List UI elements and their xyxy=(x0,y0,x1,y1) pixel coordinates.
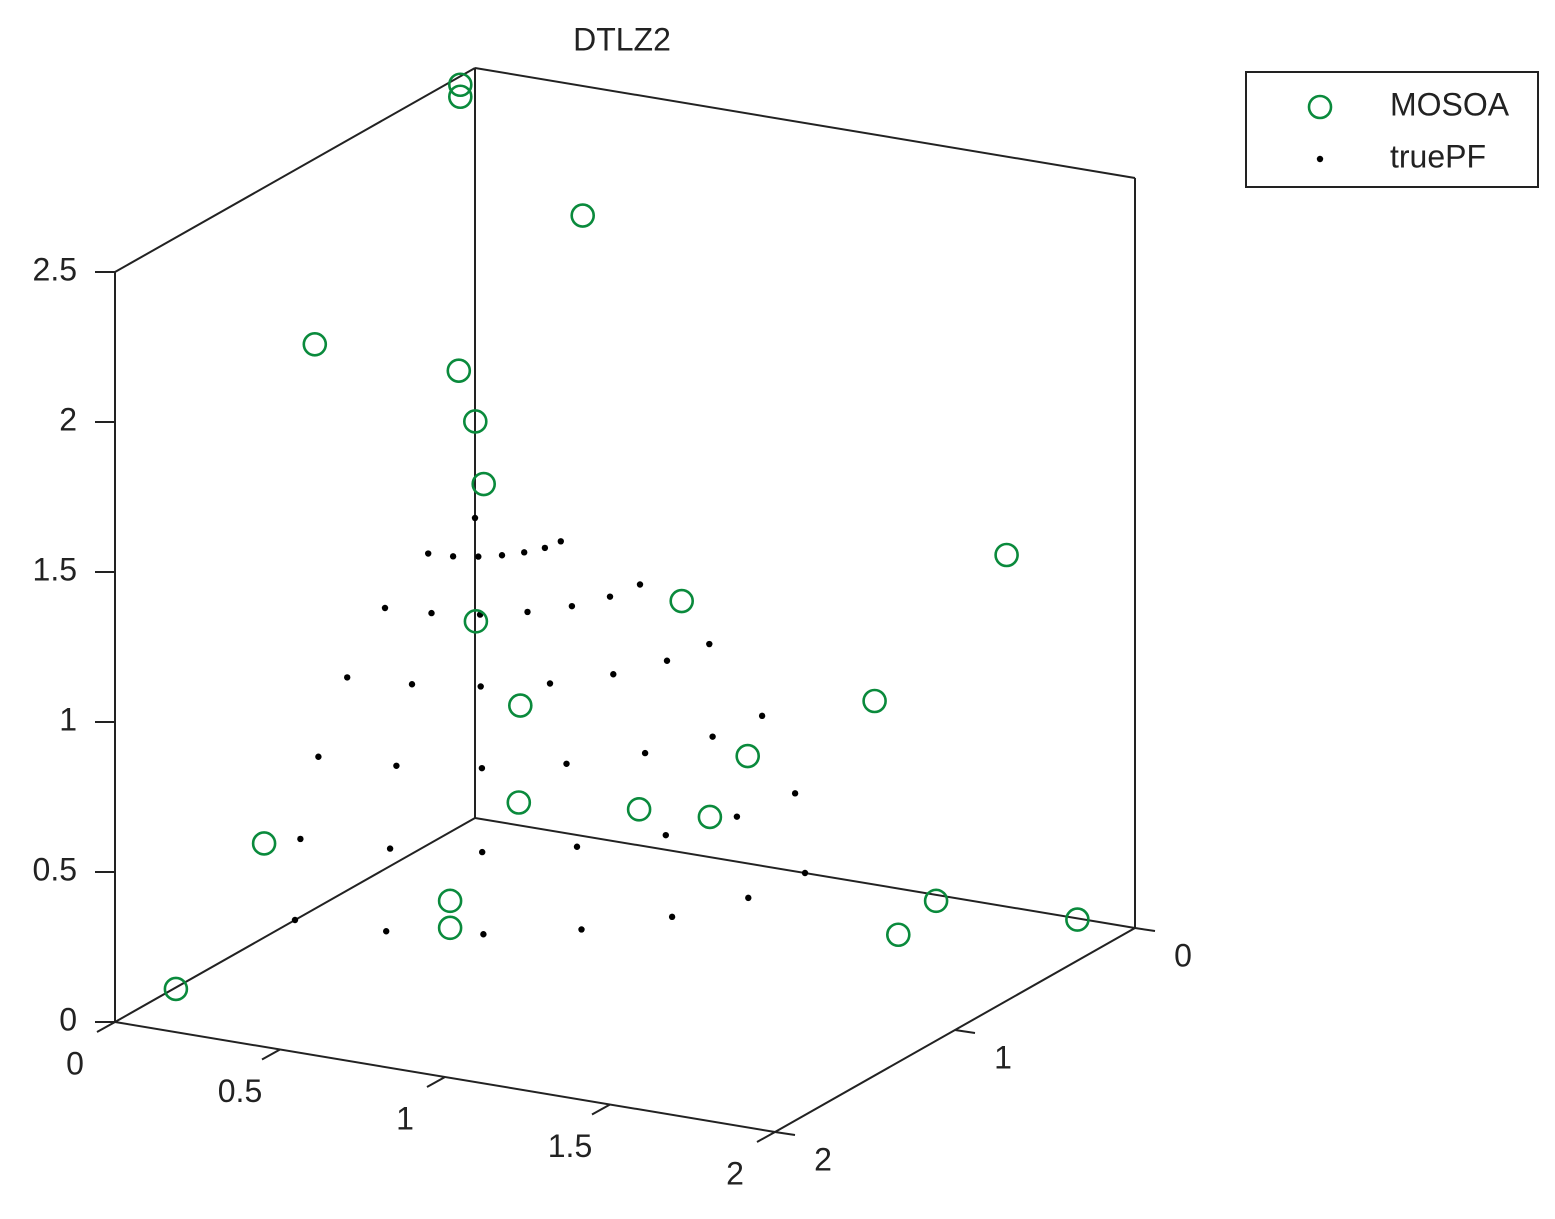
pf-point xyxy=(668,913,676,921)
y-tick-label: 0 xyxy=(1174,937,1192,973)
point xyxy=(626,797,652,822)
pf-point xyxy=(709,733,716,740)
legend-marker xyxy=(1316,155,1324,163)
point xyxy=(994,542,1019,568)
y-tick-label: 1 xyxy=(994,1039,1012,1075)
pf-point xyxy=(706,640,713,648)
x-tick-label: 1 xyxy=(396,1100,414,1136)
legend-box xyxy=(1245,71,1539,188)
pf-point xyxy=(568,602,576,610)
pf-point xyxy=(478,764,486,772)
x-tick-label: 1.5 xyxy=(548,1128,592,1164)
z-tick-label: 0 xyxy=(59,1001,77,1037)
point xyxy=(506,790,532,815)
pf-point xyxy=(521,549,528,556)
y-tick xyxy=(1134,927,1156,932)
point xyxy=(446,358,472,384)
pf-point xyxy=(791,790,799,797)
x-tick xyxy=(756,1131,776,1143)
point xyxy=(862,688,887,714)
y-tick xyxy=(954,1029,976,1034)
pf-point xyxy=(480,931,487,938)
pf-point xyxy=(449,553,457,560)
pf-point xyxy=(428,609,435,617)
pf-point xyxy=(315,753,322,760)
point xyxy=(462,409,488,434)
pf-point xyxy=(475,553,482,560)
point xyxy=(447,84,473,110)
y-tick-label: 2 xyxy=(814,1141,832,1177)
point xyxy=(447,72,473,98)
pf-point xyxy=(381,604,389,612)
pf-point xyxy=(606,593,614,600)
x-tick xyxy=(591,1103,611,1116)
pf-point xyxy=(563,760,570,767)
point xyxy=(251,831,277,856)
pf-point xyxy=(573,843,581,850)
z-tick-label: 2.5 xyxy=(33,251,77,287)
z-tick-label: 0.5 xyxy=(33,851,77,887)
box-edge xyxy=(474,67,1136,179)
pf-point xyxy=(758,712,766,720)
point xyxy=(923,888,949,914)
pf-point xyxy=(636,581,644,588)
pf-point xyxy=(662,831,669,839)
x-tick-label: 2 xyxy=(726,1155,744,1191)
pf-point xyxy=(641,749,649,757)
pf-point xyxy=(524,608,531,616)
pf-point xyxy=(578,926,585,933)
point xyxy=(697,804,723,830)
x-tick xyxy=(96,1021,116,1033)
pf-point xyxy=(610,671,617,678)
pf-point xyxy=(393,762,400,769)
legend-label: MOSOA xyxy=(1390,86,1510,122)
point xyxy=(302,331,328,357)
point xyxy=(437,888,463,914)
pf-point xyxy=(546,680,554,687)
point xyxy=(463,609,489,634)
x-tick xyxy=(261,1048,281,1061)
pf-point xyxy=(386,845,394,852)
z-tick-label: 1.5 xyxy=(33,551,77,587)
point xyxy=(163,976,189,1002)
pf-point xyxy=(408,681,416,688)
x-tick-label: 0 xyxy=(66,1045,84,1081)
y-tick xyxy=(774,1131,796,1136)
x-tick xyxy=(426,1076,446,1088)
pf-point xyxy=(745,894,752,902)
pf-point xyxy=(498,552,506,559)
point xyxy=(669,588,695,614)
pf-point xyxy=(297,835,304,843)
box-edge xyxy=(114,67,476,273)
point xyxy=(735,743,761,769)
pf-point xyxy=(733,813,741,820)
point xyxy=(471,471,497,497)
pf-point xyxy=(344,674,351,681)
point xyxy=(437,915,463,941)
pf-point xyxy=(477,683,484,690)
chart-title: DTLZ2 xyxy=(573,21,671,57)
pf-point xyxy=(557,538,564,545)
pf-point xyxy=(383,928,390,935)
z-tick-label: 1 xyxy=(59,701,77,737)
point xyxy=(885,922,911,948)
z-tick-label: 2 xyxy=(59,401,77,437)
point xyxy=(1065,907,1090,932)
x-tick-label: 0.5 xyxy=(218,1073,262,1109)
pf-point xyxy=(471,514,479,522)
legend-marker xyxy=(1307,94,1333,120)
pf-point xyxy=(425,550,432,557)
pf-point xyxy=(479,848,486,856)
point xyxy=(507,693,533,718)
pf-point xyxy=(541,544,549,552)
pf-point xyxy=(291,916,299,924)
point xyxy=(570,203,596,228)
pf-point xyxy=(663,657,671,664)
legend-label: truePF xyxy=(1390,138,1486,174)
pf-point xyxy=(801,869,809,877)
